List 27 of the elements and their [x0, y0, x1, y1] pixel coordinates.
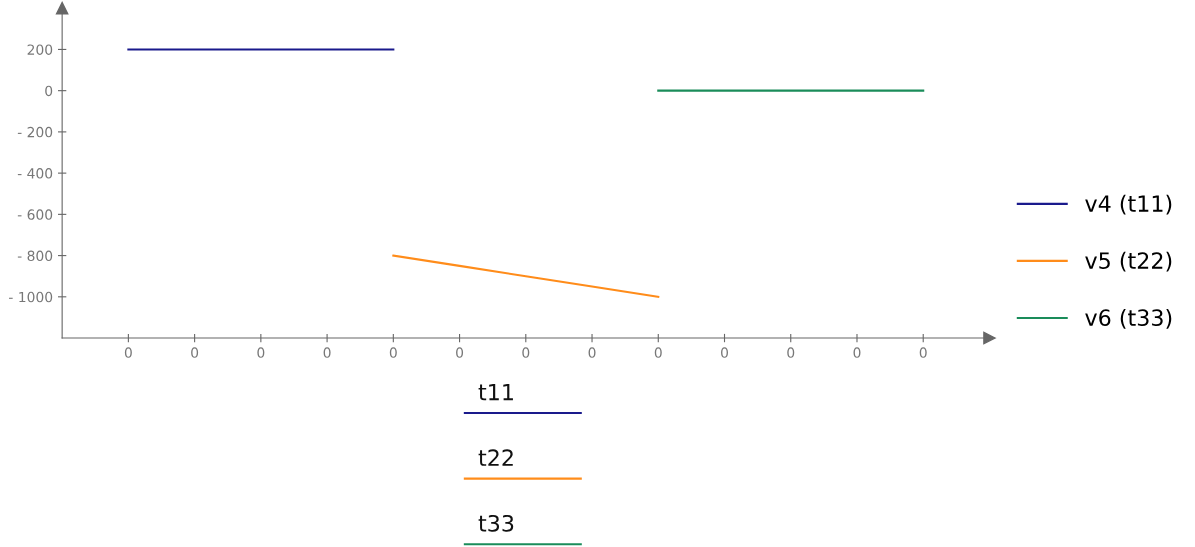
x-tick-label: 0	[323, 347, 331, 358]
x-tick-label: 0	[853, 347, 861, 358]
x-tick-label: 0	[919, 347, 927, 358]
y-tick-label: 0	[45, 85, 53, 97]
x-tick-label: 0	[389, 347, 397, 358]
y-tick-label: - 600	[17, 209, 53, 220]
y-tick-label: - 800	[17, 250, 53, 262]
x-tick-label: 0	[588, 347, 596, 358]
x-tick-label: 0	[456, 347, 464, 358]
y-tick-label: 200	[27, 44, 53, 55]
x-tick-label: 0	[522, 347, 530, 358]
x-tick-label: 0	[124, 347, 132, 358]
legend-label: v6 (t33)	[1085, 308, 1172, 329]
x-tick-label: 0	[721, 347, 729, 358]
text: t33	[478, 514, 514, 532]
legend-label: v5 (t22)	[1085, 251, 1172, 272]
x-tick-label: 0	[191, 347, 199, 358]
x-tick-label: 0	[654, 347, 662, 358]
y-tick-label: - 1000	[9, 291, 53, 303]
legend-label: v4 (t11)	[1085, 194, 1172, 215]
y-tick-label: - 200	[17, 126, 53, 138]
x-tick-label: 0	[257, 347, 265, 358]
x-tick-label: 0	[787, 347, 795, 358]
y-tick-label: - 400	[17, 168, 53, 179]
text: t22	[478, 449, 513, 466]
line-series	[392, 254, 660, 298]
text: t11	[478, 383, 513, 401]
